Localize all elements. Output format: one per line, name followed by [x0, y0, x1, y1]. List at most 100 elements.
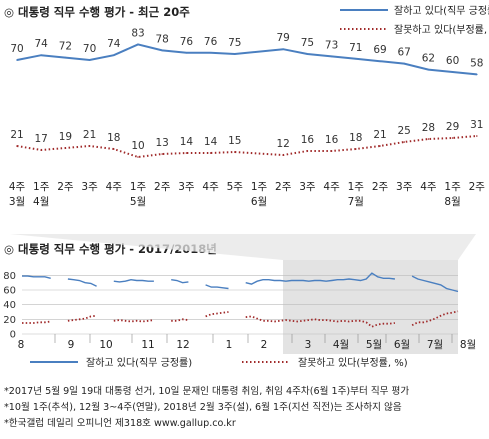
chart1-negative-value-17: 29	[446, 121, 459, 133]
chart2-negative-segment-5	[245, 315, 396, 328]
chart1-negative-point-11	[306, 150, 309, 152]
chart1-positive-point-5	[137, 43, 139, 46]
chart1-positive-value-7: 76	[180, 36, 194, 48]
chart1-positive-point-18	[476, 73, 478, 76]
chart1-positive-value-9: 75	[228, 37, 241, 49]
chart1-negative-point-18	[476, 135, 478, 137]
chart1-x-tick-10-0: 1주	[251, 181, 268, 193]
chart1-negative-point-9	[234, 151, 236, 153]
chart2-y-tick-2: 40	[3, 300, 16, 311]
chart2-legend-positive-label: 잘하고 있다(직무 긍정률)	[86, 356, 192, 369]
chart1-x-tick-3-0: 3주	[81, 181, 98, 193]
chart1-title-text: 대통령 직무 수행 평가 - 최근 20주	[18, 5, 190, 19]
chart2-x-tick-11: 7월	[427, 339, 443, 351]
chart1-title: ◎ 대통령 직무 수행 평가 - 최근 20주	[4, 4, 190, 20]
chart1-x-tick-7-0: 3주	[178, 181, 195, 193]
recent-20-weeks-chart: 70 74 72 70 74 83 78 76 76 75 79 75 73 71 69 67 62 60 58 21…	[9, 4, 489, 208]
chart1-negative-point-14	[379, 145, 381, 147]
chart1-positive-point-10	[282, 48, 285, 50]
chart1-positive-point-0	[16, 59, 18, 61]
chart1-positive-value-14: 69	[373, 44, 386, 56]
chart1-positive-value-6: 78	[156, 33, 169, 45]
chart1-positive-value-16: 62	[422, 53, 435, 65]
chart1-negative-value-13: 18	[349, 132, 362, 144]
chart1-positive-value-0: 70	[10, 43, 23, 55]
footnote-1: *2017년 5월 9일 19대 대통령 선거, 10일 문재인 대통령 취임,…	[4, 386, 410, 397]
chart1-x-tick-14-1: 7월	[348, 196, 364, 208]
chart2-x-tick-7: 3	[305, 339, 312, 351]
chart1-x-tick-9-0: 5주	[227, 181, 244, 193]
chart1-negative-point-5	[137, 156, 139, 158]
chart1-positive-value-4: 74	[107, 38, 121, 50]
footnote-3: *한국갤럽 데일리 오피니언 제318호 www.gallup.co.kr	[4, 418, 236, 429]
chart1-positive-point-16	[427, 68, 430, 71]
chart2-legend: 잘하고 있다(직무 긍정률) 잘못하고 있다(부정률, %)	[30, 356, 408, 369]
chart1-positive-point-1	[40, 54, 42, 56]
chart2-x-tick-9: 5월	[366, 339, 382, 351]
chart1-negative-value-16: 28	[422, 122, 435, 134]
chart1-x-tick-5-0: 1주	[130, 181, 147, 193]
chart2-x-tick-4: 12	[176, 339, 189, 351]
chart1-positive-value-3: 70	[83, 43, 96, 55]
chart1-negative-value-8: 14	[204, 136, 218, 148]
chart1-positive-value-10: 79	[277, 32, 290, 44]
chart1-positive-value-15: 67	[398, 47, 411, 59]
chart1-positive-point-13	[355, 58, 357, 60]
chart1-positive-point-12	[330, 55, 333, 58]
chart1-positive-value-5: 83	[131, 27, 144, 39]
chart1-negative-value-18: 31	[470, 119, 483, 131]
chart1-negative-point-2	[64, 147, 67, 149]
chart1-negative-point-15	[403, 141, 406, 143]
chart1-negative-value-1: 17	[35, 133, 48, 145]
chart2-x-tick-12: 8월	[460, 339, 476, 351]
highlight-range-box	[283, 260, 458, 354]
chart1-positive-point-4	[113, 54, 115, 56]
chart1-negative-point-1	[40, 149, 42, 151]
chart2-positive-segment-2	[113, 278, 154, 283]
chart1-negative-point-13	[355, 148, 357, 150]
chart1-positive-value-13: 71	[349, 42, 362, 54]
chart1-x-tick-18-1: 8월	[444, 196, 460, 208]
chart1-positive-point-11	[306, 53, 309, 55]
chart2-negative-segment-0	[22, 320, 51, 324]
chart2-positive-segment-5	[245, 272, 395, 285]
chart1-positive-point-7	[185, 52, 188, 54]
chart1-positive-point-8	[209, 52, 212, 54]
chart1-x-tick-0-0: 4주	[9, 181, 26, 193]
chart1-negative-point-8	[209, 152, 212, 154]
chart1-positive-point-15	[403, 62, 406, 65]
chart1-legend-negative-label: 잘못하고 있다(부정률, %)	[394, 23, 489, 36]
chart1-x-tick-14-0: 1주	[348, 181, 365, 193]
chart1-negative-value-9: 15	[228, 135, 241, 147]
chart1-negative-point-17	[451, 137, 454, 139]
chart1-negative-value-3: 21	[83, 129, 96, 141]
chart1-negative-value-7: 14	[180, 136, 194, 148]
chart1-x-tick-5-1: 5월	[130, 196, 146, 208]
chart2-x-tick-6: 2	[261, 339, 268, 351]
chart1-negative-point-12	[330, 150, 333, 152]
chart1-x-tick-17-0: 4주	[420, 181, 437, 193]
chart1-positive-value-12: 73	[325, 39, 338, 51]
footnotes: *2017년 5월 9일 19대 대통령 선거, 10일 문재인 대통령 취임,…	[4, 384, 409, 432]
chart1-negative-point-4	[113, 148, 115, 150]
chart2-positive-segment-4	[205, 284, 229, 290]
zoom-connector	[10, 234, 476, 260]
chart1-legend: 잘하고 있다(직무 긍정률) 잘못하고 있다(부정률, %)	[340, 4, 489, 36]
chart1-positive-point-9	[234, 53, 236, 55]
chart2-negative-segment-4	[205, 311, 229, 318]
chart2-y-tick-0: 0	[10, 330, 16, 341]
chart1-x-tick-10-1: 6월	[251, 196, 267, 208]
chart1-negative-value-0: 21	[10, 129, 23, 141]
chart2-x-tick-1: 9	[68, 339, 75, 351]
chart2-negative-segment-2	[113, 319, 155, 323]
chart1-title-mark: ◎	[4, 5, 15, 19]
chart2-x-tick-0: 8	[18, 339, 25, 351]
chart1-negative-value-4: 18	[107, 132, 120, 144]
chart2-x-tick-3: 11	[141, 339, 154, 351]
chart1-negative-value-10: 12	[277, 138, 290, 150]
chart1-x-tick-0-1: 3월	[9, 196, 25, 208]
chart1-negative-value-11: 16	[301, 134, 315, 146]
chart1-positive-point-3	[88, 59, 91, 61]
footnote-2: *10월 1주(추석), 12월 3~4주(연말), 2018년 2월 3주(설…	[4, 402, 402, 413]
chart2-positive-segment-3	[171, 279, 189, 284]
